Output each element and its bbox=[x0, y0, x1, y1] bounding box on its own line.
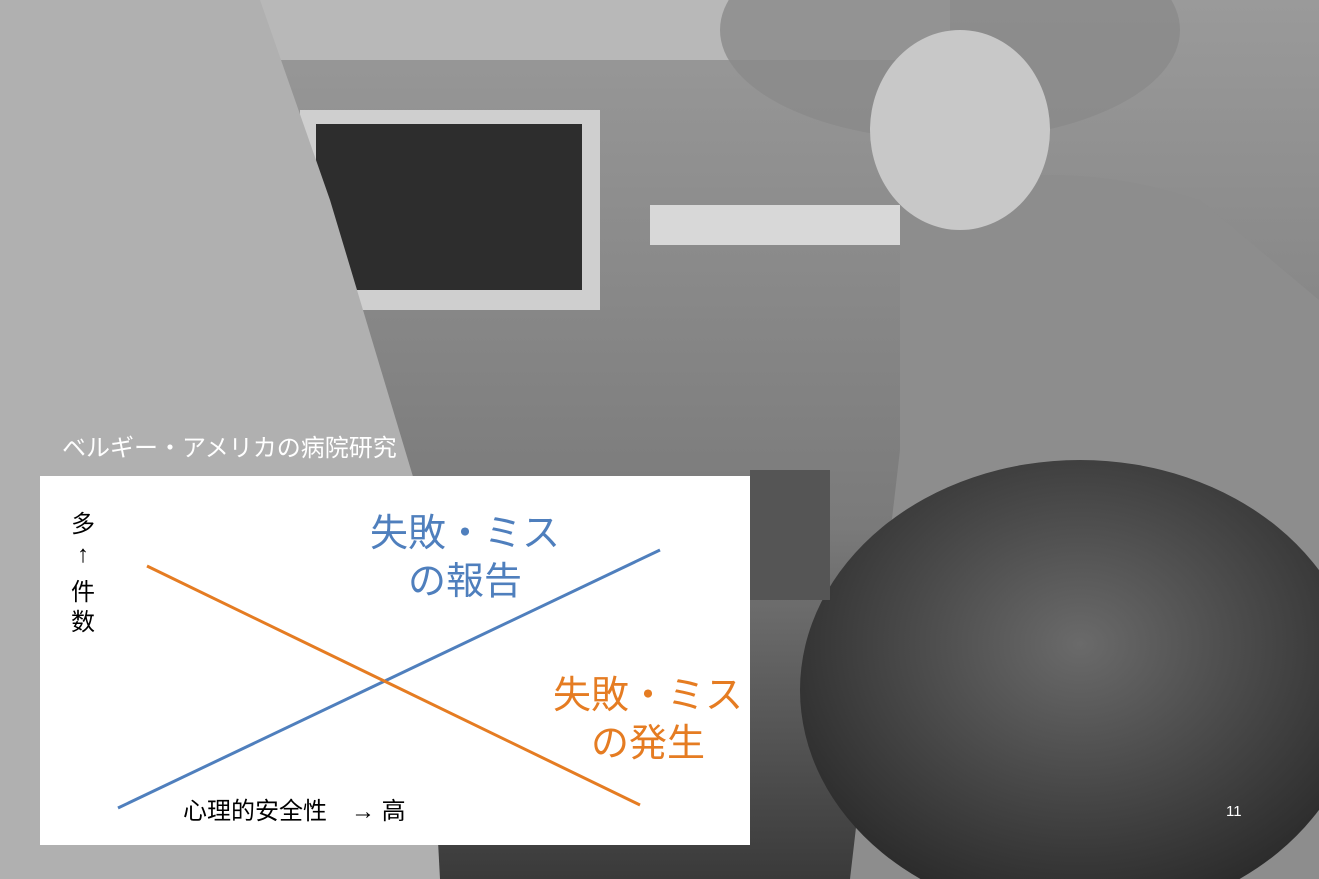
line-label: 失敗・ミス の発生 bbox=[553, 672, 743, 768]
trend-line bbox=[146, 564, 641, 807]
line-label-text: の発生 bbox=[591, 723, 706, 765]
trend-line bbox=[117, 548, 661, 810]
y-axis-label: 多 ↑ 件数 bbox=[71, 511, 95, 636]
diagram-lines bbox=[117, 548, 661, 810]
line-label-text: 失敗・ミス bbox=[370, 513, 561, 555]
page-number: 11 bbox=[1226, 803, 1242, 820]
diagram: 多 ↑ 件数 心理的安全性 → 高 bbox=[40, 476, 750, 845]
line-label: 失敗・ミス の報告 bbox=[370, 510, 560, 606]
x-axis-label: 心理的安全性 → 高 bbox=[183, 798, 406, 825]
caption: ベルギー・アメリカの病院研究 bbox=[62, 435, 397, 462]
line-label-text: の報告 bbox=[408, 561, 523, 603]
line-label-text: 失敗・ミス bbox=[553, 675, 744, 717]
